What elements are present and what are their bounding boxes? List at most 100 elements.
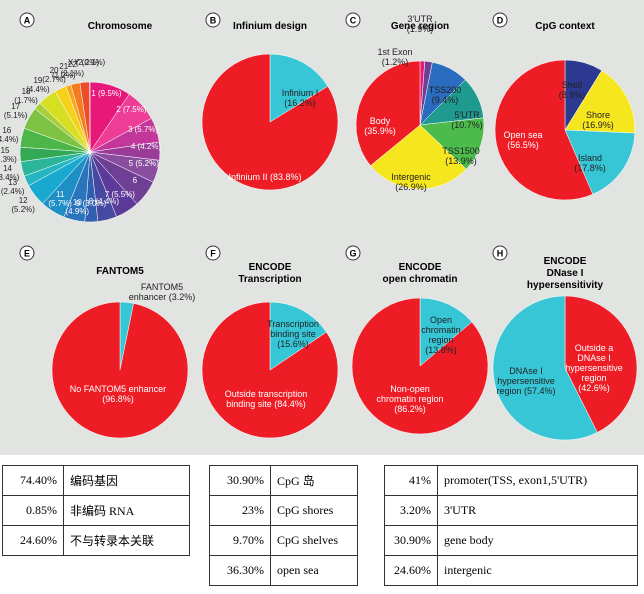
slice-category: 1: [91, 89, 96, 99]
slice-category: DNAse I hypersensitive region: [496, 366, 555, 396]
panel-letter: B: [210, 16, 217, 26]
slice-label: Infinium II (83.8%): [210, 172, 320, 182]
pie-slice: [351, 297, 489, 435]
slice-category: 2: [116, 105, 121, 115]
slice-value-label: (1.2%): [381, 57, 409, 67]
slice-category: Open chromatin region: [421, 315, 461, 345]
slice-label: TSS200 (9.4%): [425, 85, 465, 105]
slice-value-label: (7.5%): [122, 105, 147, 115]
slice-label: 15 (3.3%): [0, 146, 22, 164]
data-table: 41% promoter(TSS, exon1,5'UTR) 3.20% 3'UTR 3…: [384, 465, 638, 586]
slice-label: Intergenic (26.9%): [389, 172, 434, 192]
percent-cell: 30.90%: [384, 525, 438, 556]
slice-category: 8: [88, 197, 94, 207]
pie-slice: [201, 301, 339, 439]
table-row: 74.40% 编码基因: [2, 465, 190, 496]
slice-value-label: (84.4%): [274, 399, 306, 409]
pie-slice: [419, 297, 473, 367]
slice-label: Non-open chromatin region (86.2%): [370, 384, 450, 414]
slice-label: 1 (9.5%): [89, 89, 123, 98]
panel-title: ENCODE DNase I hypersensitivity: [526, 256, 604, 291]
slice-value-label: (2.7%): [42, 74, 66, 84]
chart-area: A B C D E F G H: [0, 0, 644, 455]
slice-label: 17 (5.1%): [0, 102, 33, 120]
label-cell: intergenic: [437, 555, 638, 586]
slice-label: TSS1500 (13.9%): [439, 146, 484, 166]
slice-value-label: (26.9%): [395, 182, 427, 192]
slice-value-label: (8.8%): [558, 90, 586, 100]
slice-value-label: (17.8%): [574, 163, 606, 173]
slice-value-label: (3.4%): [0, 172, 20, 182]
pie-slice: [494, 59, 594, 201]
slice-value-label: (13.9%): [445, 156, 477, 166]
slice-category: Outside transcription binding site: [224, 389, 308, 409]
panel-letter: C: [350, 16, 357, 26]
slice-value-label: (2.2%): [75, 58, 100, 68]
slice-category: 19: [33, 75, 43, 85]
slice-value-label: (5.2%): [135, 158, 159, 168]
slice-category: Non-open chromatin region: [376, 384, 444, 404]
slice-label: Outside a DNAse I hypersensitive region …: [565, 343, 623, 393]
slice-label: 8 (4.4%): [87, 197, 121, 206]
slice-category: Outside a DNAse I hypersensitive region: [565, 343, 623, 383]
slice-value-label: (1.7%): [14, 95, 38, 105]
slice-label: 14 (3.4%): [0, 164, 25, 182]
table-row: 9.70% CpG shelves: [209, 525, 358, 556]
slice-value-label: (15.6%): [277, 339, 309, 349]
slice-category: TSS200: [428, 85, 462, 95]
slice-label: Island (17.8%): [570, 153, 610, 173]
slice-label: 3 (5.7%): [126, 125, 160, 134]
data-table: 30.90% CpG 岛 23% CpG shores 9.70% CpG shelves…: [209, 465, 358, 586]
slice-category: Open sea: [503, 130, 543, 140]
slice-value-label: (3.2%): [168, 292, 196, 302]
percent-cell: 0.85%: [2, 495, 64, 526]
slice-label: No FANTOM5 enhancer (96.8%): [68, 384, 168, 404]
slice-value-label: (35.9%): [364, 126, 396, 136]
panel-title: ENCODE open chromatin: [382, 262, 458, 285]
panel-letter: E: [24, 249, 30, 259]
slice-value-label: (5.2%): [11, 204, 35, 214]
pie-slice: [564, 295, 638, 433]
slice-label: 6: [118, 176, 152, 185]
panel-badge: [19, 12, 35, 28]
slice-category: 11: [55, 190, 65, 200]
slice-value-label: (56.5%): [507, 140, 539, 150]
panel-letter: G: [349, 249, 356, 259]
slice-category: 5: [128, 158, 134, 168]
table-row: 3.20% 3'UTR: [384, 495, 638, 526]
slice-label: 20 (2.7%): [37, 66, 71, 84]
slice-category: 3'UTR: [407, 14, 433, 24]
slice-label: Body (35.9%): [360, 116, 400, 136]
slice-value-label: (16.2%): [284, 98, 316, 108]
slice-category: 10: [72, 197, 82, 207]
slice-label: FANTOM5 enhancer (3.2%): [127, 282, 197, 302]
label-cell: promoter(TSS, exon1,5'UTR): [437, 465, 638, 496]
panel-letter: D: [497, 16, 504, 26]
table-row: 24.60% 不与转录本关联: [2, 525, 190, 556]
panel-letter: F: [210, 249, 216, 259]
slice-value-label: (10.7%): [451, 120, 483, 130]
pie-slice: [370, 124, 467, 190]
slice-label: 1st Exon (1.2%): [375, 47, 415, 67]
slice-label: DNAse I hypersensitive region (57.4%): [496, 366, 556, 396]
table-row: 23% CpG shores: [209, 495, 358, 526]
slice-label: 12 (5.2%): [6, 196, 40, 214]
slice-value-label: (5.7%): [48, 199, 72, 209]
panel-title: Gene region: [390, 21, 450, 32]
label-cell: CpG 岛: [270, 465, 358, 496]
panel-title: Infinium design: [233, 21, 307, 32]
slice-label: Open sea (56.5%): [498, 130, 548, 150]
slice-category: Intergenic: [391, 172, 431, 182]
slice-category: No FANTOM5 enhancer: [69, 384, 167, 394]
table-row: 0.85% 非编码 RNA: [2, 495, 190, 526]
pie-slice: [201, 53, 339, 191]
slice-category: 1st Exon: [377, 47, 413, 57]
pie-slice: [564, 70, 636, 134]
label-cell: gene body: [437, 525, 638, 556]
table-row: 36.30% open sea: [209, 555, 358, 586]
slice-label: 16 (4.4%): [0, 126, 24, 144]
slice-label: 10 (4.9%): [60, 198, 94, 216]
percent-cell: 41%: [384, 465, 438, 496]
label-cell: 3'UTR: [437, 495, 638, 526]
slice-value-label: (9.5%): [98, 89, 122, 99]
